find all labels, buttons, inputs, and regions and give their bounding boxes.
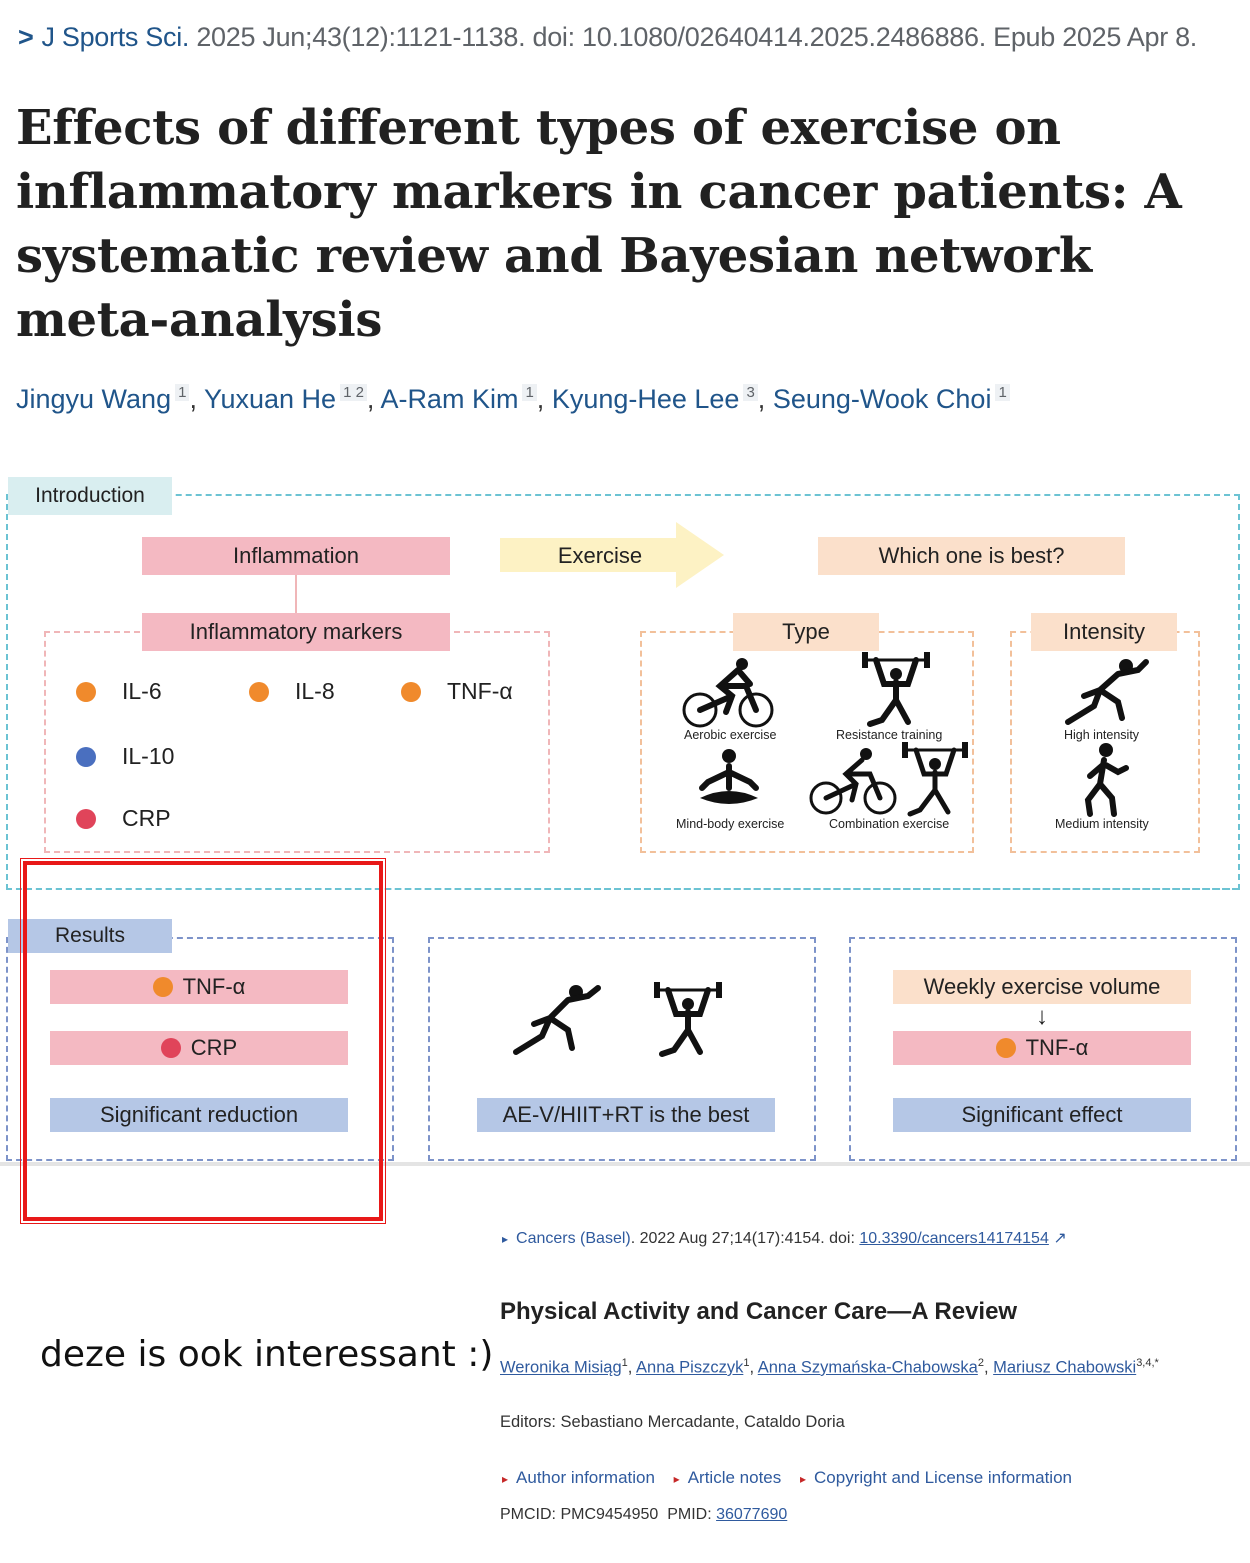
type-label: Type [733,613,879,651]
orange-dot-icon [401,681,421,702]
author-link[interactable]: Anna Szymańska-Chabowska [757,1358,978,1377]
type-caption: Combination exercise [829,817,950,831]
best-box: AE-V/HIIT+RT is the best [477,1098,775,1132]
triangle-bullet-icon: ▸ [673,1472,680,1486]
article-notes-link[interactable]: Article notes [687,1468,782,1487]
marker-il8: IL-8 [249,678,335,705]
author-information-link[interactable]: Author information [516,1468,655,1487]
significant-reduction-box: Significant reduction [50,1098,348,1132]
type-caption: Mind-body exercise [676,817,785,831]
red-dot-icon [76,808,96,829]
citation-line: > J Sports Sci. 2025 Jun;43(12):1121-1138… [18,22,1197,53]
result-tnf-box: TNF-α [893,1031,1191,1065]
card-journal-link[interactable]: Cancers (Basel) [516,1230,631,1247]
triangle-bullet-icon: ▸ [799,1472,807,1486]
copyright-link[interactable]: Copyright and License information [814,1468,1072,1487]
divider [6,888,1238,890]
combination-exercise-icon [809,742,968,817]
card-doi-link[interactable]: 10.3390/cancers14174154 [859,1230,1049,1247]
orange-dot-icon [249,681,269,702]
affiliation-sup[interactable]: 1 2 [340,384,367,401]
results-panel [6,937,394,1161]
exercise-arrow [500,522,724,588]
card-authors: Weronika Misiąg1, Anna Piszczyk1, Anna S… [500,1357,1159,1377]
chevron-right-icon[interactable]: > [18,22,34,52]
results-label: Results [8,919,172,953]
blue-dot-icon [76,746,96,767]
separator [0,1162,1250,1166]
article-title: Effects of different types of exercise o… [16,100,1182,348]
card-links: ▸ Author information ▸ Article notes ▸ Copy… [502,1468,1072,1488]
author-list: Jingyu Wang 1, Yuxuan He 1 2, A-Ram Kim 1, … [16,384,1010,415]
inflammatory-markers-box: Inflammatory markers [142,613,450,651]
red-dot-icon [160,1038,181,1058]
weightlifter-icon [654,982,722,1057]
author-link[interactable]: Mariusz Chabowski [993,1358,1137,1377]
down-arrow-icon: ↓ [1036,1003,1048,1030]
result-tnf-box: TNF-α [50,970,348,1004]
orange-dot-icon [995,1038,1016,1058]
card-title: Physical Activity and Cancer Care—A Revi… [500,1298,1018,1325]
marker-crp: CRP [76,805,171,832]
intensity-label: Intensity [1031,613,1177,651]
connector-line [295,575,297,613]
exercise-label: Exercise [557,543,643,568]
significant-effect-box: Significant effect [893,1098,1191,1132]
pmcid: PMCID: PMC9454950 [500,1506,659,1523]
journal-link[interactable]: J Sports Sci. [41,22,190,52]
author-link[interactable]: A-Ram Kim [380,384,519,414]
pmid-link[interactable]: 36077690 [716,1506,788,1523]
intensity-caption: High intensity [1064,728,1140,742]
card-editors: Editors: Sebastiano Mercadante, Cataldo … [500,1413,845,1431]
runner-icon [1084,743,1129,817]
author-link[interactable]: Jingyu Wang [16,384,172,414]
triangle-bullet-icon: ▸ [502,1472,509,1486]
author-link[interactable]: Yuxuan He [203,384,337,414]
external-link-icon[interactable]: ↗ [1053,1230,1067,1247]
volume-panel [849,937,1237,1161]
affiliation-sup[interactable]: 1 [522,384,537,401]
marker-il10: IL-10 [76,743,174,770]
card-citation: ▸ Cancers (Basel). 2022 Aug 27;14(17):415… [502,1230,1067,1247]
triangle-bullet-icon: ▸ [502,1232,509,1246]
affiliation-sup[interactable]: 1 [175,384,190,401]
intensity-caption: Medium intensity [1055,817,1149,831]
author-link[interactable]: Anna Piszczyk [636,1358,744,1377]
best-panel [428,937,816,1161]
affiliation-sup[interactable]: 1 [995,384,1010,401]
inflammation-box: Inflammation [142,537,450,575]
orange-dot-icon [76,681,96,702]
which-best-box: Which one is best? [818,537,1125,575]
author-link[interactable]: Weronika Misiąg [500,1358,622,1377]
marker-il6: IL-6 [76,678,162,705]
orange-dot-icon [152,977,173,997]
highlight-rectangle [20,858,386,1224]
cyclist-icon [682,658,774,728]
marker-tnf: TNF-α [401,678,513,705]
meditation-icon [699,749,759,804]
author-link[interactable]: Seung-Wook Choi [772,384,992,414]
introduction-label: Introduction [8,477,172,515]
citation-details: 2025 Jun;43(12):1121-1138. doi: 10.1080/… [196,22,1198,52]
comment-text: deze is ook interessant :) [40,1334,494,1375]
weekly-volume-box: Weekly exercise volume [893,970,1191,1004]
author-link[interactable]: Kyung-Hee Lee [551,384,740,414]
weightlifter-icon [862,652,930,727]
card-ids: PMCID: PMC9454950 PMID: 36077690 [500,1506,788,1523]
sprinter-icon [513,985,601,1055]
type-caption: Aerobic exercise [684,728,777,742]
result-crp-box: CRP [50,1031,348,1065]
type-caption: Resistance training [836,728,943,742]
affiliation-sup[interactable]: 3 [743,384,758,401]
sprinter-icon [1065,659,1149,725]
